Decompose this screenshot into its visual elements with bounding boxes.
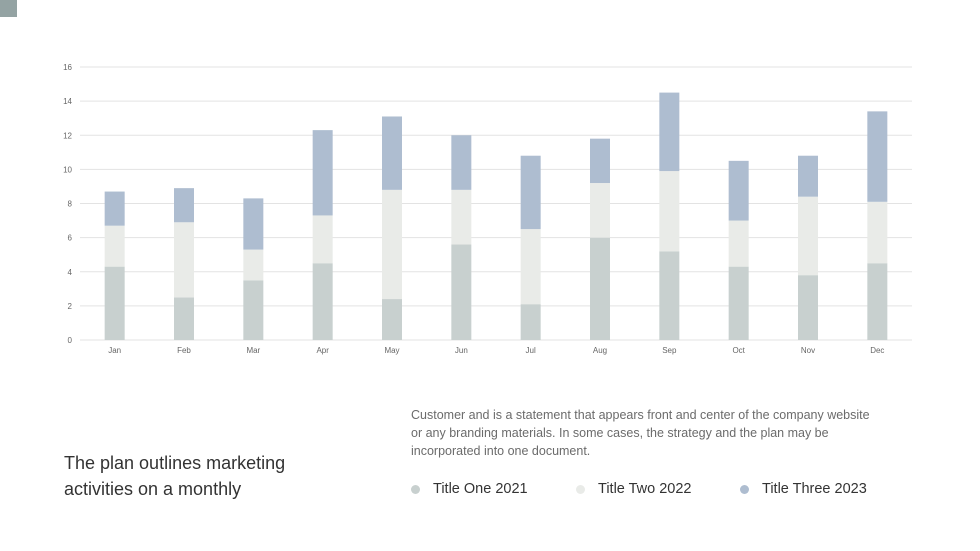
- x-tick-label: May: [384, 346, 399, 355]
- bar-aug-series-3: [590, 138, 610, 184]
- x-tick-label: Jun: [455, 346, 468, 355]
- y-tick-label: 16: [63, 63, 72, 72]
- legend-dot-icon: [740, 484, 749, 494]
- legend-item-2: Title Two 2022: [576, 481, 740, 497]
- stacked-bar-chart: 0 2 4 6 8 10 12 14 16 Jan Feb Mar Apr May Jun Jul Aug Sep…: [63, 63, 912, 355]
- y-tick-label: 0: [68, 336, 73, 345]
- headline: The plan outlines marketing activities o…: [64, 453, 286, 499]
- legend-dot-icon: [411, 484, 420, 494]
- bar-may-series-3: [382, 116, 402, 190]
- legend: Title One 2021 Title Two 2022 Title Thre…: [411, 481, 867, 497]
- bar-feb-series-2: [174, 222, 194, 298]
- legend-dot-icon: [576, 484, 585, 494]
- y-tick-label: 10: [63, 165, 72, 174]
- bar-dec-series-1: [867, 263, 888, 340]
- x-tick-label: Jul: [526, 346, 536, 355]
- bar-dec-series-2: [867, 201, 888, 264]
- x-tick-label: Feb: [177, 346, 191, 355]
- y-tick-label: 2: [68, 302, 73, 311]
- legend-item-1: Title One 2021: [411, 481, 576, 497]
- y-tick-label: 4: [68, 268, 73, 277]
- bar-jun-series-3: [451, 135, 472, 190]
- bar-jan-series-3: [104, 191, 125, 226]
- x-tick-label: Dec: [870, 346, 884, 355]
- x-tick-label: Mar: [246, 346, 260, 355]
- bar-jun-series-1: [451, 244, 472, 340]
- bar-nov-series-1: [798, 275, 818, 340]
- bar-sep-series-1: [659, 251, 680, 340]
- bar-nov-series-2: [798, 196, 818, 276]
- legend-label: Title Two 2022: [598, 481, 692, 497]
- x-tick-label: Aug: [593, 346, 607, 355]
- bar-jun-series-2: [451, 189, 472, 245]
- bar-jan-series-1: [104, 266, 125, 340]
- x-tick-label: Apr: [316, 346, 329, 355]
- bar-may-series-1: [382, 299, 402, 340]
- y-tick-label: 6: [68, 234, 73, 243]
- bar-nov-series-3: [798, 155, 818, 197]
- bar-feb-series-3: [174, 188, 194, 223]
- bar-apr-series-1: [312, 263, 333, 340]
- bar-dec-series-3: [867, 111, 888, 202]
- y-tick-label: 14: [63, 97, 72, 106]
- bar-oct-series-3: [728, 160, 749, 221]
- legend-label: Title Three 2023: [762, 481, 867, 497]
- bar-feb-series-1: [174, 297, 194, 340]
- bar-mar-series-2: [243, 249, 264, 281]
- bar-sep-series-3: [659, 92, 680, 172]
- bar-apr-series-3: [312, 130, 333, 216]
- description-text: Customer and is a statement that appears…: [411, 408, 870, 458]
- bar-sep-series-2: [659, 171, 680, 252]
- x-tick-label: Nov: [801, 346, 815, 355]
- bar-jan-series-2: [104, 225, 125, 267]
- bar-oct-series-2: [728, 220, 749, 267]
- bar-apr-series-2: [312, 215, 333, 264]
- legend-item-3: Title Three 2023: [740, 481, 867, 497]
- corner-accent: [0, 0, 17, 17]
- bar-aug-series-2: [590, 183, 610, 238]
- bar-aug-series-1: [590, 237, 610, 340]
- bar-may-series-2: [382, 189, 402, 300]
- x-tick-label: Sep: [662, 346, 677, 355]
- x-tick-label: Jan: [108, 346, 121, 355]
- y-tick-label: 12: [63, 131, 72, 140]
- bar-mar-series-3: [243, 198, 264, 250]
- bar-jul-series-2: [520, 229, 541, 305]
- bar-jul-series-3: [520, 155, 541, 230]
- y-tick-label: 8: [68, 200, 73, 209]
- bar-jul-series-1: [520, 304, 541, 340]
- bar-oct-series-1: [728, 266, 749, 340]
- bar-mar-series-1: [243, 280, 264, 340]
- legend-label: Title One 2021: [433, 481, 528, 497]
- x-tick-label: Oct: [732, 346, 745, 355]
